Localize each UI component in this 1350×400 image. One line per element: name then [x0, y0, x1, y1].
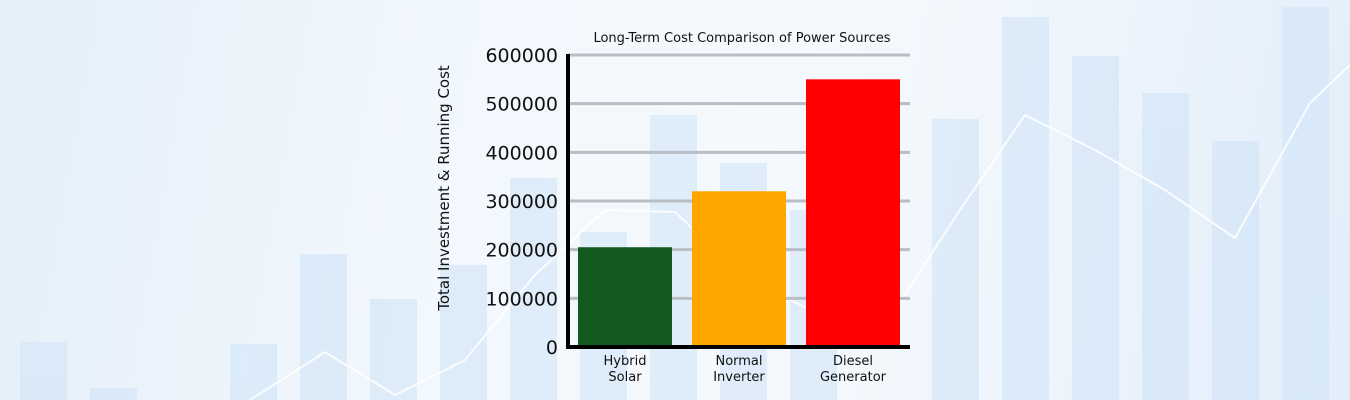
y-tick-label: 200000 [485, 240, 558, 262]
y-tick-label: 300000 [485, 191, 558, 213]
y-tick-label: 100000 [485, 288, 558, 310]
bar [692, 191, 786, 347]
y-tick-label: 0 [546, 337, 558, 359]
y-axis-label: Total Investment & Running Cost [435, 65, 453, 312]
chart-title: Long-Term Cost Comparison of Power Sourc… [593, 31, 890, 46]
bars [578, 79, 900, 347]
y-tick-label: 600000 [485, 45, 558, 67]
y-tick-labels: 0 100000 200000 300000 400000 500000 600000 [485, 45, 558, 359]
x-tick-label: Generator [820, 370, 887, 385]
bar [578, 247, 672, 347]
x-tick-label: Hybrid [604, 354, 647, 369]
x-tick-label: Normal [715, 354, 762, 369]
y-tick-label: 400000 [485, 142, 558, 164]
x-tick-label: Diesel [833, 354, 873, 369]
x-tick-label: Solar [608, 370, 642, 385]
x-tick-label: Inverter [713, 370, 765, 385]
bar [806, 79, 900, 347]
y-tick-label: 500000 [485, 94, 558, 116]
